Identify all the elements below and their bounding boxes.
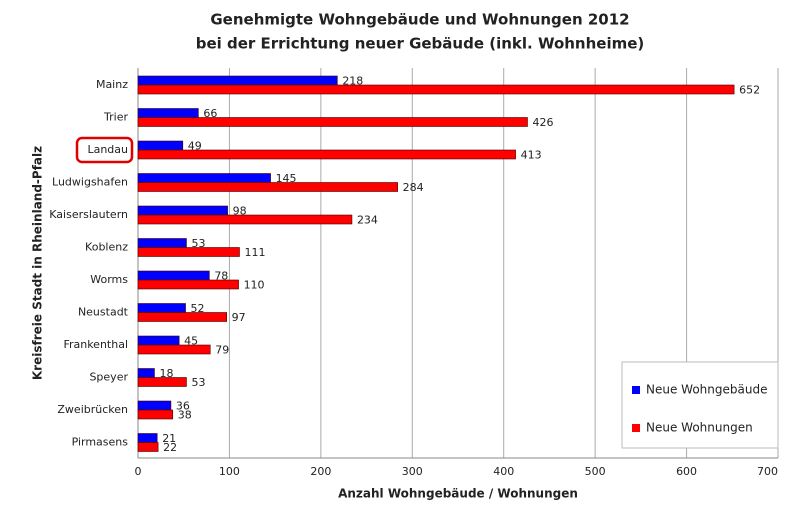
bar bbox=[137, 400, 172, 411]
y-tick-label: Worms bbox=[90, 273, 128, 286]
x-tick-label: 200 bbox=[310, 465, 331, 478]
y-tick-label: Ludwigshafen bbox=[52, 176, 128, 189]
legend-swatch bbox=[632, 386, 640, 394]
value-label: 97 bbox=[232, 311, 246, 324]
value-label: 234 bbox=[357, 214, 378, 227]
bar bbox=[137, 303, 186, 313]
bar bbox=[137, 368, 155, 378]
bar bbox=[137, 205, 228, 216]
y-tick-label: Frankenthal bbox=[63, 338, 128, 351]
x-tick-label: 600 bbox=[676, 465, 697, 478]
y-tick-label: Trier bbox=[103, 111, 128, 124]
value-label: 21 bbox=[162, 432, 176, 445]
bar bbox=[137, 247, 240, 257]
bar bbox=[137, 433, 158, 443]
bar bbox=[137, 270, 210, 281]
chart-title: Genehmigte Wohngebäude und Wohnungen 201… bbox=[210, 11, 629, 29]
x-tick-label: 300 bbox=[402, 465, 423, 478]
value-label: 22 bbox=[163, 441, 177, 454]
value-label: 36 bbox=[176, 400, 190, 413]
x-tick-label: 500 bbox=[585, 465, 606, 478]
bar bbox=[137, 117, 528, 127]
bar bbox=[137, 238, 187, 248]
value-label: 284 bbox=[403, 181, 424, 194]
bar bbox=[137, 108, 199, 118]
y-tick-label: Zweibrücken bbox=[57, 403, 128, 416]
bar bbox=[137, 182, 398, 192]
y-tick-label: Pirmasens bbox=[72, 436, 129, 449]
value-label: 218 bbox=[342, 75, 363, 88]
value-label: 79 bbox=[215, 344, 229, 357]
bar bbox=[137, 75, 338, 86]
value-label: 110 bbox=[244, 279, 265, 292]
y-tick-label: Neustadt bbox=[78, 306, 129, 319]
legend-swatch bbox=[632, 424, 640, 432]
x-tick-label: 400 bbox=[493, 465, 514, 478]
value-label: 49 bbox=[188, 140, 202, 153]
value-label: 18 bbox=[159, 367, 173, 380]
bar bbox=[137, 344, 211, 355]
bar bbox=[137, 149, 516, 160]
value-label: 38 bbox=[178, 409, 192, 422]
value-label: 45 bbox=[184, 335, 198, 348]
bar bbox=[137, 279, 239, 290]
value-label: 53 bbox=[191, 237, 205, 250]
bar bbox=[137, 442, 159, 452]
x-tick-label: 0 bbox=[135, 465, 142, 478]
bar bbox=[137, 140, 184, 151]
x-tick-label: 700 bbox=[757, 465, 778, 478]
bar bbox=[137, 173, 271, 183]
bar bbox=[137, 377, 187, 387]
legend-text: Neue Wohngebäude bbox=[646, 383, 767, 397]
x-tick-label: 100 bbox=[219, 465, 240, 478]
y-tick-label: Mainz bbox=[96, 78, 128, 91]
y-tick-label: Speyer bbox=[89, 371, 128, 384]
y-tick-label: Kaiserslautern bbox=[49, 208, 128, 221]
chart-subtitle: bei der Errichtung neuer Gebäude (inkl. … bbox=[196, 35, 645, 53]
bar bbox=[137, 409, 174, 420]
value-label: 652 bbox=[739, 84, 760, 97]
y-tick-label: Koblenz bbox=[85, 241, 128, 254]
value-label: 111 bbox=[244, 246, 265, 259]
legend-box bbox=[621, 361, 779, 449]
value-label: 52 bbox=[191, 302, 205, 315]
value-label: 426 bbox=[532, 116, 553, 129]
bar bbox=[137, 214, 353, 225]
value-label: 413 bbox=[521, 149, 542, 162]
value-label: 145 bbox=[276, 172, 297, 185]
bar bbox=[137, 312, 227, 322]
legend-text: Neue Wohnungen bbox=[646, 421, 753, 435]
y-axis-title: Kreisfreie Stadt in Rheinland-Pfalz bbox=[31, 146, 45, 380]
bar bbox=[137, 335, 180, 346]
value-label: 98 bbox=[233, 205, 247, 218]
value-label: 78 bbox=[214, 270, 228, 283]
x-axis-title: Anzahl Wohngebäude / Wohnungen bbox=[338, 487, 578, 501]
value-label: 53 bbox=[191, 376, 205, 389]
value-label: 66 bbox=[203, 107, 217, 120]
y-tick-label: Landau bbox=[87, 143, 128, 156]
highlight-box bbox=[75, 136, 134, 164]
bar bbox=[137, 84, 735, 95]
